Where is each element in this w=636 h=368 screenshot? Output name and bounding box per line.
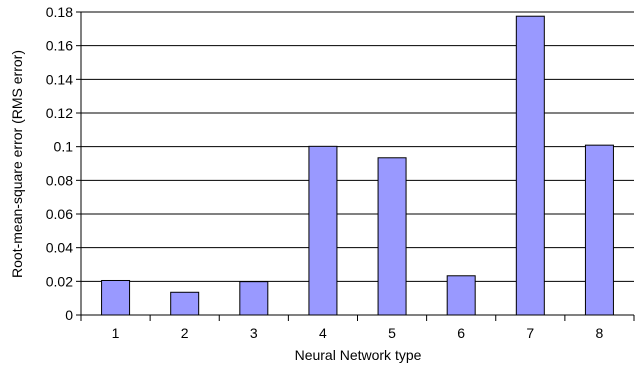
y-axis-label: Root-mean-square error (RMS error) [9, 50, 25, 278]
y-tick-label: 0.08 [46, 172, 73, 188]
x-tick-label: 1 [112, 325, 120, 341]
bar [239, 281, 269, 316]
axes [76, 11, 635, 321]
y-tick-label: 0.1 [54, 139, 74, 155]
x-tick-label: 3 [250, 325, 258, 341]
bar [446, 275, 476, 316]
y-tick-label: 0.18 [46, 4, 73, 20]
y-tick-label: 0 [65, 307, 73, 323]
x-tick-labels: 1 2 3 4 5 6 7 8 [112, 325, 604, 341]
y-tick-labels: 0 0.02 0.04 0.06 0.08 0.1 0.12 0.14 0.16 0.18 [46, 4, 73, 323]
x-tick-label: 5 [388, 325, 396, 341]
bar [170, 291, 200, 316]
bar [584, 144, 614, 316]
bar [515, 15, 545, 316]
x-tick-label: 7 [526, 325, 534, 341]
y-tick-label: 0.02 [46, 273, 73, 289]
y-tick-label: 0.12 [46, 105, 73, 121]
gridlines [81, 11, 634, 282]
bars [101, 15, 614, 316]
x-tick-label: 6 [457, 325, 465, 341]
y-tick-label: 0.04 [46, 240, 73, 256]
x-tick-label: 4 [319, 325, 327, 341]
bar [101, 279, 131, 316]
x-tick-label: 2 [181, 325, 189, 341]
y-tick-label: 0.14 [46, 71, 73, 87]
x-axis-label: Neural Network type [295, 347, 422, 363]
y-tick-label: 0.06 [46, 206, 73, 222]
x-tick-label: 8 [596, 325, 604, 341]
y-tick-label: 0.16 [46, 38, 73, 54]
bar [377, 157, 407, 316]
bar [308, 145, 338, 316]
